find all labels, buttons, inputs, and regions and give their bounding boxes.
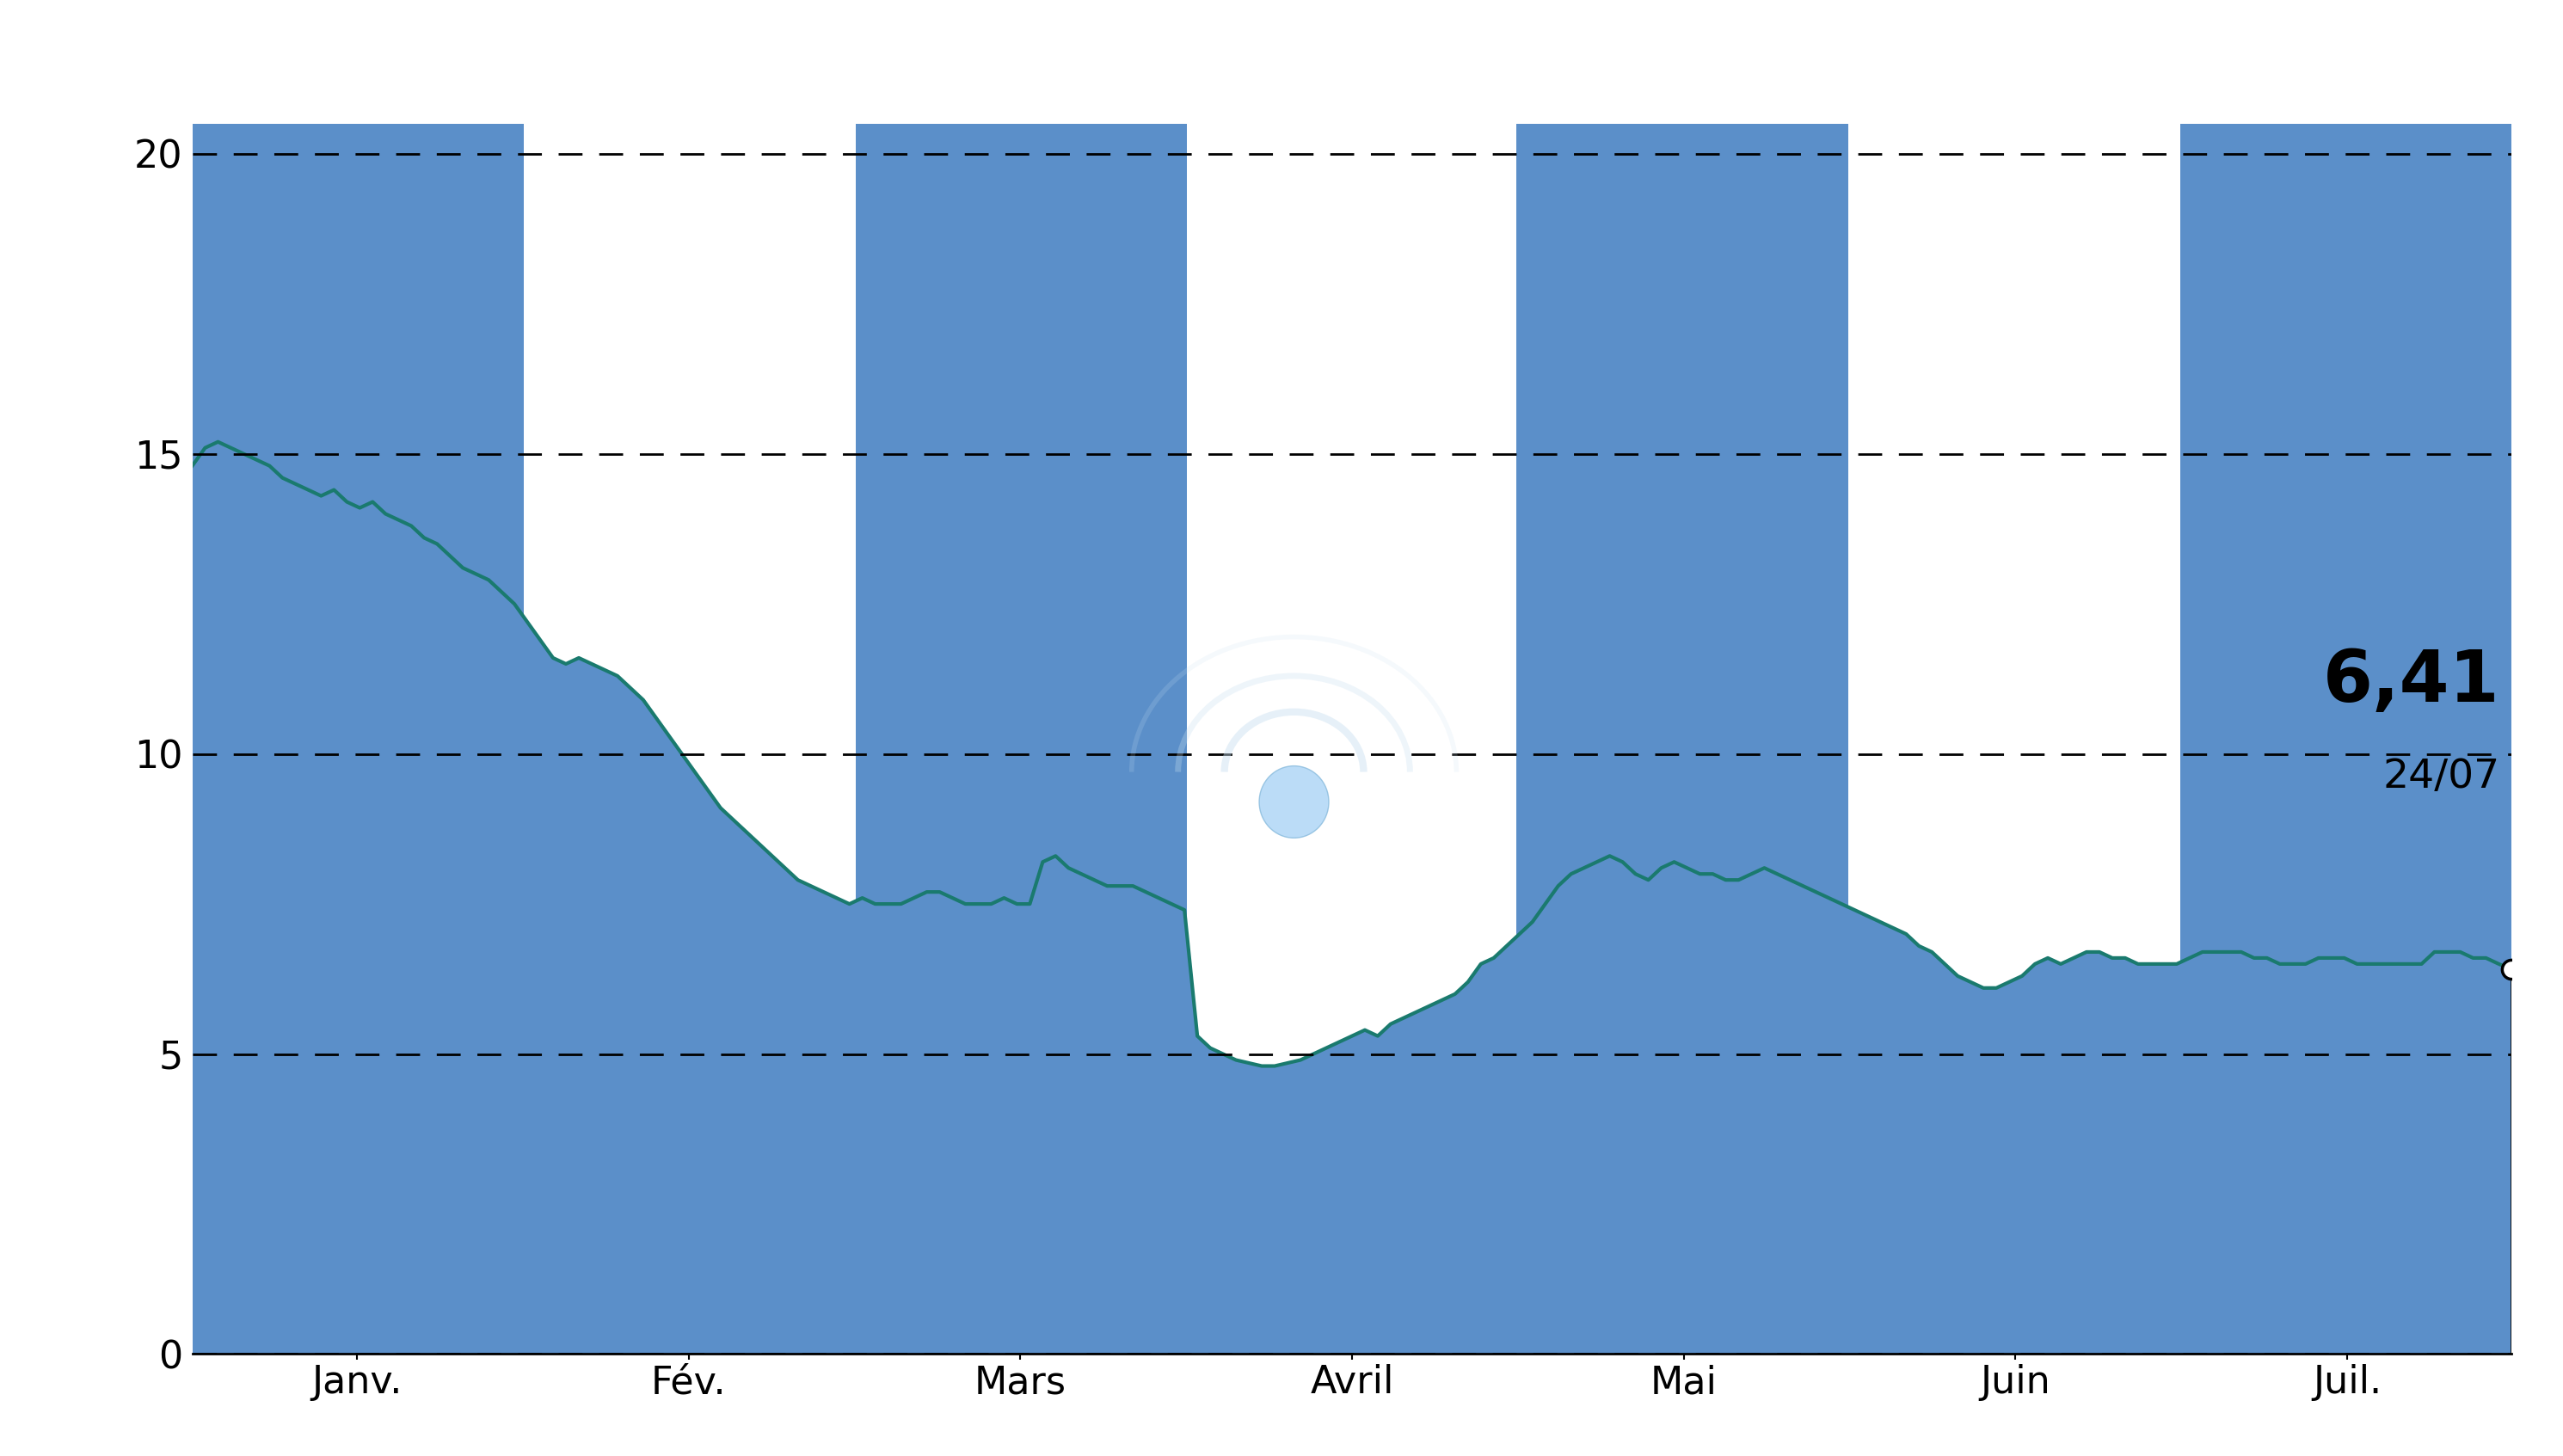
Bar (2181, 124, 2512, 1354)
Text: 24/07: 24/07 (2384, 759, 2499, 796)
Bar (856, 124, 1187, 1354)
Ellipse shape (1258, 766, 1328, 839)
Bar (1187, 124, 1517, 1354)
Bar (192, 124, 523, 1354)
Text: 6,41: 6,41 (2322, 646, 2499, 716)
Text: HYDROGEN REFUELING: HYDROGEN REFUELING (659, 16, 1904, 108)
Bar (1848, 124, 2181, 1354)
Bar (523, 124, 856, 1354)
Bar (1517, 124, 1848, 1354)
